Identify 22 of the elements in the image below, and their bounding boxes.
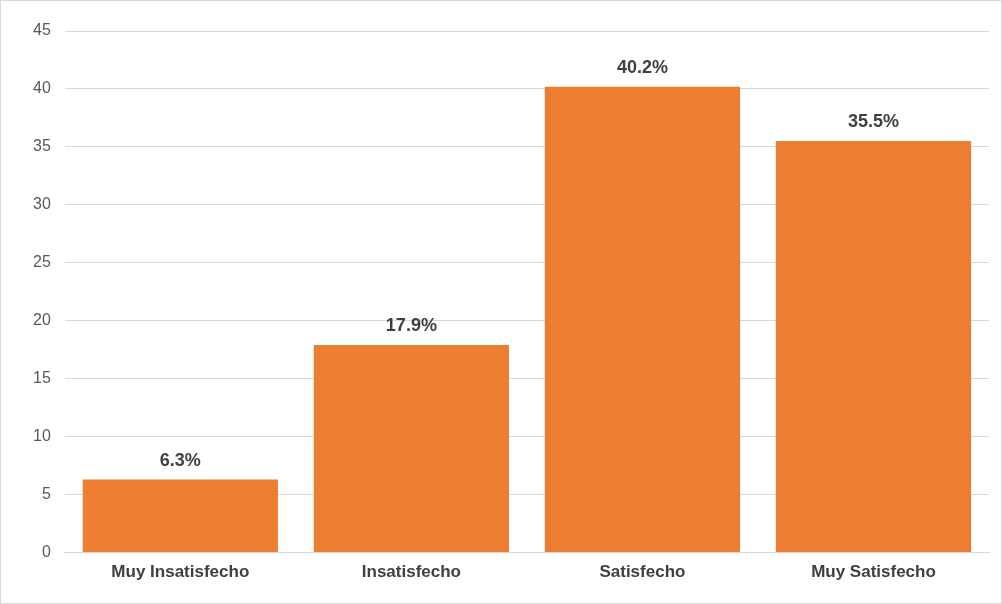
- y-tick-label: 40: [33, 79, 51, 97]
- x-tick-label: Insatisfecho: [361, 562, 461, 582]
- bar: [82, 479, 278, 553]
- y-tick-label: 30: [33, 195, 51, 213]
- y-tick-label: 15: [33, 369, 51, 387]
- bar: [313, 345, 509, 553]
- data-label: 6.3%: [159, 449, 201, 470]
- y-tick-label: 35: [33, 137, 51, 155]
- y-tick-label: 0: [41, 543, 51, 561]
- y-tick-label: 5: [41, 485, 51, 503]
- data-label: 17.9%: [385, 315, 437, 336]
- x-tick-label: Satisfecho: [599, 562, 686, 582]
- y-tick-label: 25: [33, 253, 51, 271]
- data-label: 40.2%: [616, 56, 668, 77]
- y-tick-label: 20: [33, 311, 51, 329]
- bar: [544, 86, 741, 553]
- x-tick-label: Muy Satisfecho: [811, 562, 936, 582]
- y-tick-label: 45: [33, 21, 51, 39]
- data-label: 35.5%: [847, 111, 899, 132]
- x-tick-label: Muy Insatisfecho: [111, 562, 250, 582]
- bar: [775, 141, 972, 553]
- y-tick-label: 10: [33, 427, 51, 445]
